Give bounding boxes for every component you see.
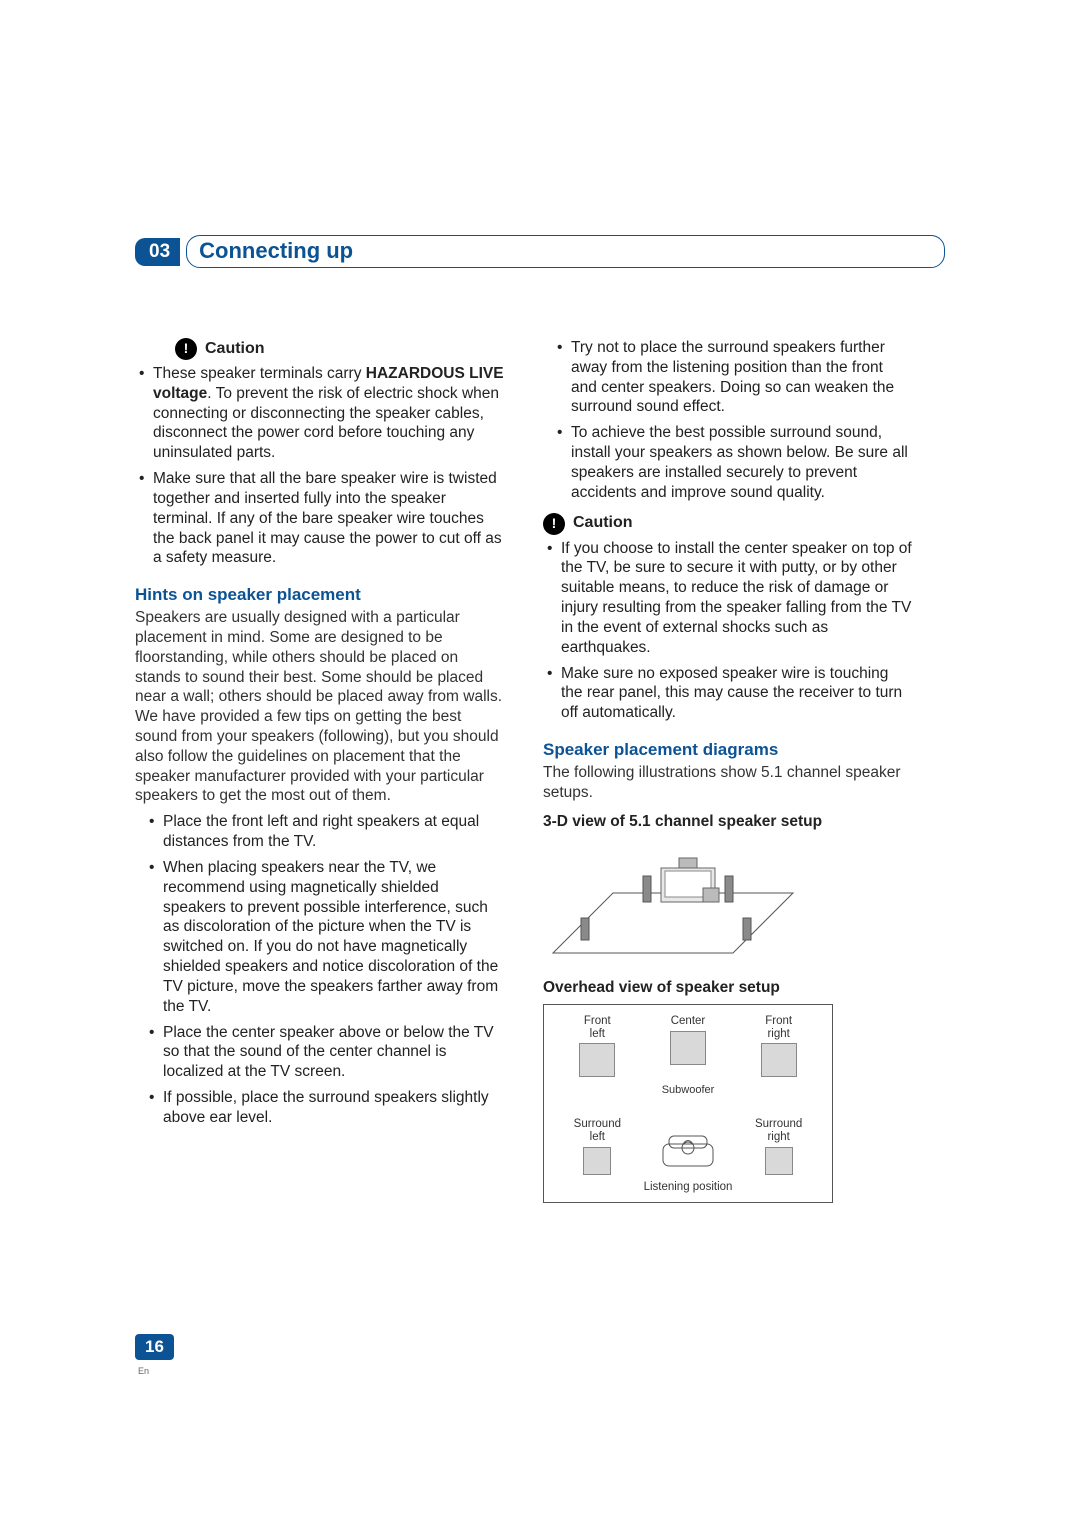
caution-icon: ! bbox=[543, 513, 565, 535]
diagrams-body: The following illustrations show 5.1 cha… bbox=[543, 763, 913, 803]
speaker-box-icon bbox=[579, 1043, 615, 1077]
chapter-title: Connecting up bbox=[199, 238, 353, 263]
listening-position bbox=[648, 1116, 728, 1178]
chapter-number-badge: 03 bbox=[135, 238, 180, 266]
hints-body: Speakers are usually designed with a par… bbox=[135, 608, 505, 806]
caution-list: If you choose to install the center spea… bbox=[543, 539, 913, 723]
caution-label: Caution bbox=[205, 339, 265, 359]
caution-icon: ! bbox=[175, 338, 197, 360]
list-item: Place the center speaker above or below … bbox=[135, 1023, 505, 1082]
chapter-header: 03 Connecting up bbox=[135, 235, 945, 268]
list-item: Try not to place the surround speakers f… bbox=[543, 338, 913, 417]
sofa-icon bbox=[659, 1130, 717, 1170]
right-top-list: Try not to place the surround speakers f… bbox=[543, 338, 913, 503]
center: Center bbox=[648, 1015, 728, 1065]
hints-heading: Hints on speaker placement bbox=[135, 584, 505, 606]
subwoofer-label: Subwoofer bbox=[552, 1083, 824, 1097]
list-item: If possible, place the surround speakers… bbox=[135, 1088, 505, 1128]
overhead-surround-row: Surroundleft Surroundright bbox=[552, 1116, 824, 1178]
label: Frontright bbox=[739, 1015, 819, 1040]
right-column: Try not to place the surround speakers f… bbox=[543, 338, 913, 1203]
speaker-box-icon bbox=[670, 1031, 706, 1065]
diagram-3d-svg bbox=[543, 838, 803, 968]
diagram-overhead: Frontleft Center Frontright Subwoofer bbox=[543, 1004, 833, 1203]
chapter-title-pill: Connecting up bbox=[186, 235, 945, 268]
overhead-front-row: Frontleft Center Frontright bbox=[552, 1015, 824, 1077]
label: Surroundleft bbox=[557, 1118, 637, 1143]
text: These speaker terminals carry bbox=[153, 365, 366, 382]
listening-caption: Listening position bbox=[552, 1180, 824, 1195]
caution-item: Make sure that all the bare speaker wire… bbox=[135, 469, 505, 568]
label: Frontleft bbox=[557, 1015, 637, 1040]
front-left: Frontleft bbox=[557, 1015, 637, 1077]
list-item: When placing speakers near the TV, we re… bbox=[135, 858, 505, 1017]
caution-item: Make sure no exposed speaker wire is tou… bbox=[543, 664, 913, 723]
diagram-3d bbox=[543, 838, 803, 968]
language-code: En bbox=[138, 1366, 149, 1376]
caution-label: Caution bbox=[573, 513, 633, 533]
speaker-box-icon bbox=[761, 1043, 797, 1077]
caution-list: These speaker terminals carry HAZARDOUS … bbox=[135, 364, 505, 568]
caution-item: If you choose to install the center spea… bbox=[543, 539, 913, 658]
caution-heading: ! Caution bbox=[135, 338, 505, 360]
label: Center bbox=[648, 1015, 728, 1028]
front-right: Frontright bbox=[739, 1015, 819, 1077]
two-column-layout: ! Caution These speaker terminals carry … bbox=[135, 338, 945, 1203]
caution-heading: ! Caution bbox=[543, 513, 913, 535]
hints-list: Place the front left and right speakers … bbox=[135, 812, 505, 1127]
speaker-box-icon bbox=[583, 1147, 611, 1175]
surround-left: Surroundleft bbox=[557, 1118, 637, 1174]
sub-heading-3d: 3-D view of 5.1 channel speaker setup bbox=[543, 812, 913, 832]
left-column: ! Caution These speaker terminals carry … bbox=[135, 338, 505, 1203]
label: Surroundright bbox=[739, 1118, 819, 1143]
diagrams-heading: Speaker placement diagrams bbox=[543, 739, 913, 761]
list-item: Place the front left and right speakers … bbox=[135, 812, 505, 852]
caution-item: These speaker terminals carry HAZARDOUS … bbox=[135, 364, 505, 463]
surround-right: Surroundright bbox=[739, 1118, 819, 1174]
speaker-box-icon bbox=[765, 1147, 793, 1175]
page-content: 03 Connecting up ! Caution These speaker… bbox=[135, 235, 945, 1203]
sub-heading-overhead: Overhead view of speaker setup bbox=[543, 978, 913, 998]
page-number: 16 bbox=[135, 1334, 174, 1360]
list-item: To achieve the best possible surround so… bbox=[543, 423, 913, 502]
